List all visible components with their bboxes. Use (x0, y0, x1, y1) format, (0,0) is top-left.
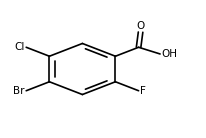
Text: OH: OH (162, 49, 178, 59)
Text: Cl: Cl (15, 42, 25, 52)
Text: F: F (140, 86, 146, 96)
Text: O: O (136, 21, 145, 31)
Text: Br: Br (13, 86, 25, 96)
